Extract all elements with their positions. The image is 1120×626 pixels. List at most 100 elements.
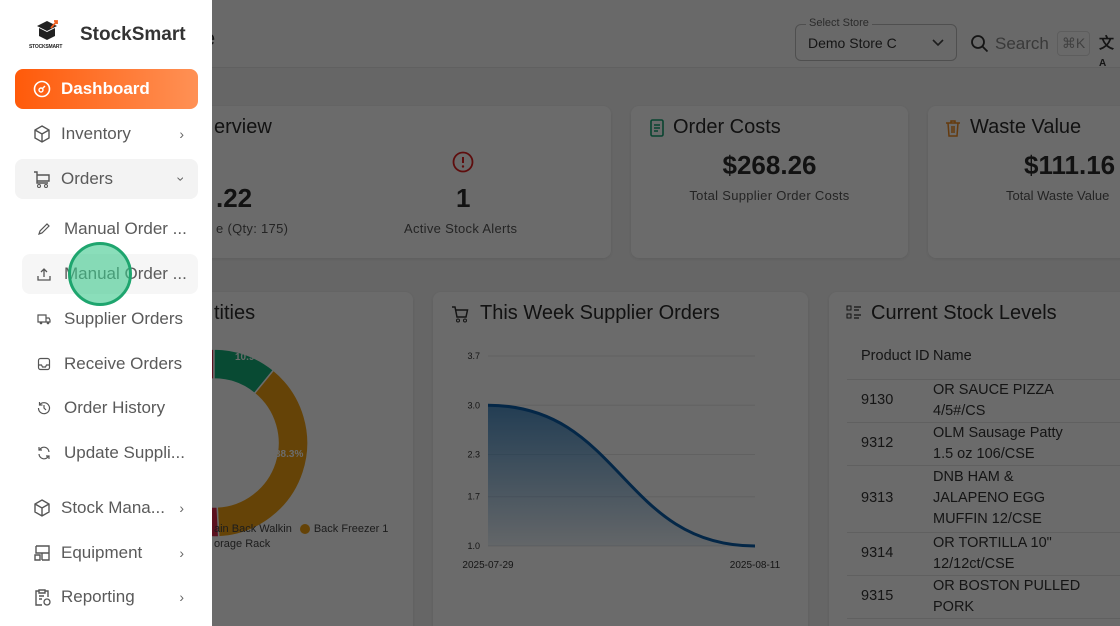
alerts-value: 1	[456, 183, 471, 213]
chevron-right-icon: ›	[179, 126, 184, 142]
sidebar: STOCKSMART StockSmart Dashboard Inventor…	[0, 0, 212, 626]
product-id: 9312	[847, 422, 933, 466]
sidebar-item-label: Inventory	[61, 124, 131, 143]
sidebar-item-stock-management[interactable]: Stock Mana... ›	[15, 488, 198, 528]
clipboard-clock-icon	[32, 587, 52, 607]
sidebar-subitem-update-suppliers[interactable]: Update Suppli...	[22, 433, 198, 473]
order-costs-value: $268.26	[722, 150, 817, 180]
chevron-right-icon: ›	[179, 500, 184, 516]
table-row[interactable]: 9312 OLM Sausage Patty 1.5 oz 106/CSE	[847, 422, 1120, 466]
table-row[interactable]: 9314 OR TORTILLA 10" 12/12ct/CSE	[847, 532, 1120, 576]
store-select[interactable]: Select Store Demo Store C	[795, 17, 957, 61]
y-tick-label: 1.0	[467, 541, 480, 551]
donut-label: 10.9%	[235, 352, 263, 363]
chevron-right-icon: ›	[179, 589, 184, 605]
legend-item: Back Freezer 1	[313, 523, 389, 535]
stock-table: Product ID Name 9130 OR SAUCE PIZZA 4/5#/…	[847, 334, 1120, 619]
sidebar-subitem-receive-orders[interactable]: Receive Orders	[22, 344, 198, 384]
column-header: Name	[933, 334, 1103, 380]
translate-icon[interactable]: 文A	[1099, 35, 1115, 69]
upload-icon	[36, 267, 52, 281]
layout-icon	[32, 543, 52, 563]
waste-title: Waste Value	[970, 116, 1082, 138]
product-name: OLM Sausage Patty 1.5 oz 106/CSE	[933, 422, 1103, 466]
stock-levels-title: Current Stock Levels	[871, 302, 1057, 324]
supplier-orders-card: This Week Supplier Orders 3.7 3.0 2.3 1.7 1.…	[433, 292, 808, 626]
alerts-label: Active Stock Alerts	[404, 221, 518, 236]
sidebar-item-label: Receive Orders	[64, 354, 183, 373]
list-icon	[846, 305, 861, 319]
table-row[interactable]: 9315 OR BOSTON PULLED PORK	[847, 575, 1120, 619]
product-name: DNB HAM & JALAPENO EGG MUFFIN 12/CSE	[933, 465, 1103, 533]
sidebar-item-label: Supplier Orders	[64, 309, 184, 328]
x-tick-label: 2025-08-11	[730, 560, 781, 571]
sidebar-item-reporting[interactable]: Reporting ›	[15, 577, 198, 617]
y-tick-label: 3.0	[467, 400, 480, 410]
logo-text: STOCKSMART	[29, 44, 63, 50]
sidebar-item-label: Manual Order ...	[64, 219, 187, 238]
box-icon	[32, 124, 52, 144]
table-row[interactable]: 9313 DNB HAM & JALAPENO EGG MUFFIN 12/CSE	[847, 465, 1120, 533]
sidebar-item-label: Orders	[61, 169, 113, 188]
y-tick-label: 2.3	[467, 450, 480, 460]
logo: STOCKSMART	[29, 18, 65, 50]
sidebar-item-label: Order History	[64, 398, 166, 417]
sidebar-item-orders[interactable]: Orders ›	[15, 159, 198, 199]
product-name: OR SAUCE PIZZA 4/5#/CS	[933, 379, 1103, 423]
chevron-down-icon: ›	[173, 176, 190, 182]
legend: ain Back Walkin Back Freezer 1	[214, 523, 388, 535]
sidebar-item-dashboard[interactable]: Dashboard	[15, 69, 198, 109]
inbox-icon	[36, 357, 52, 371]
trash-icon	[946, 120, 960, 137]
sidebar-subitem-manual-order[interactable]: Manual Order ...	[22, 209, 198, 249]
waste-card: Waste Value $111.16 Total Waste Value	[928, 106, 1120, 258]
click-indicator	[68, 242, 132, 306]
dashboard-icon	[32, 79, 52, 99]
x-tick-label: 2025-07-29	[462, 560, 514, 571]
order-costs-title: Order Costs	[673, 116, 781, 138]
chevron-down-icon	[932, 39, 944, 47]
y-tick-label: 3.7	[467, 351, 480, 361]
search-shortcut: ⌘K	[1056, 31, 1091, 56]
order-costs-label: Total Supplier Order Costs	[689, 188, 850, 203]
pencil-icon	[36, 222, 52, 236]
order-costs-card: Order Costs $268.26 Total Supplier Order…	[631, 106, 908, 258]
y-tick-label: 1.7	[467, 492, 480, 502]
sidebar-item-label: Dashboard	[61, 79, 150, 98]
product-name: OR BOSTON PULLED PORK	[933, 575, 1103, 619]
table-row[interactable]: 9130 OR SAUCE PIZZA 4/5#/CS	[847, 379, 1120, 423]
stock-levels-card: Current Stock Levels Product ID Name 913…	[829, 292, 1120, 626]
product-id: 9313	[847, 465, 933, 533]
legend-item: orage Rack	[214, 538, 271, 550]
sidebar-item-label: Stock Mana...	[61, 498, 165, 517]
legend-item: ain Back Walkin	[214, 523, 292, 535]
waste-label: Total Waste Value	[1006, 188, 1110, 203]
sidebar-subitem-order-history[interactable]: Order History	[22, 388, 198, 428]
quantities-title: tities	[214, 302, 256, 324]
cart-icon	[32, 169, 52, 189]
overview-value: .22	[216, 183, 253, 213]
sidebar-item-inventory[interactable]: Inventory ›	[15, 114, 198, 154]
donut-label: 38.3%	[275, 449, 303, 460]
receipt-icon	[650, 119, 664, 137]
overview-caption: e (Qty: 175)	[216, 221, 289, 236]
sidebar-item-equipment[interactable]: Equipment ›	[15, 533, 198, 573]
search-button[interactable]: Search ⌘K	[970, 31, 1091, 56]
chevron-right-icon: ›	[179, 545, 184, 561]
store-select-value: Demo Store C	[808, 35, 897, 51]
overview-title: erview	[214, 116, 272, 138]
series-line	[487, 403, 756, 548]
search-placeholder: Search	[995, 33, 1049, 53]
cart-icon	[452, 306, 469, 323]
store-select-label: Select Store	[806, 17, 872, 29]
box-icon	[32, 498, 52, 518]
search-icon	[971, 34, 989, 52]
sidebar-item-label: Update Suppli...	[64, 443, 185, 462]
product-id: 9315	[847, 575, 933, 619]
sidebar-item-label: Reporting	[61, 587, 135, 606]
product-id: 9130	[847, 379, 933, 423]
history-icon	[36, 401, 52, 415]
brand-name: StockSmart	[80, 24, 186, 45]
sidebar-subitem-supplier-orders[interactable]: Supplier Orders	[22, 299, 198, 339]
